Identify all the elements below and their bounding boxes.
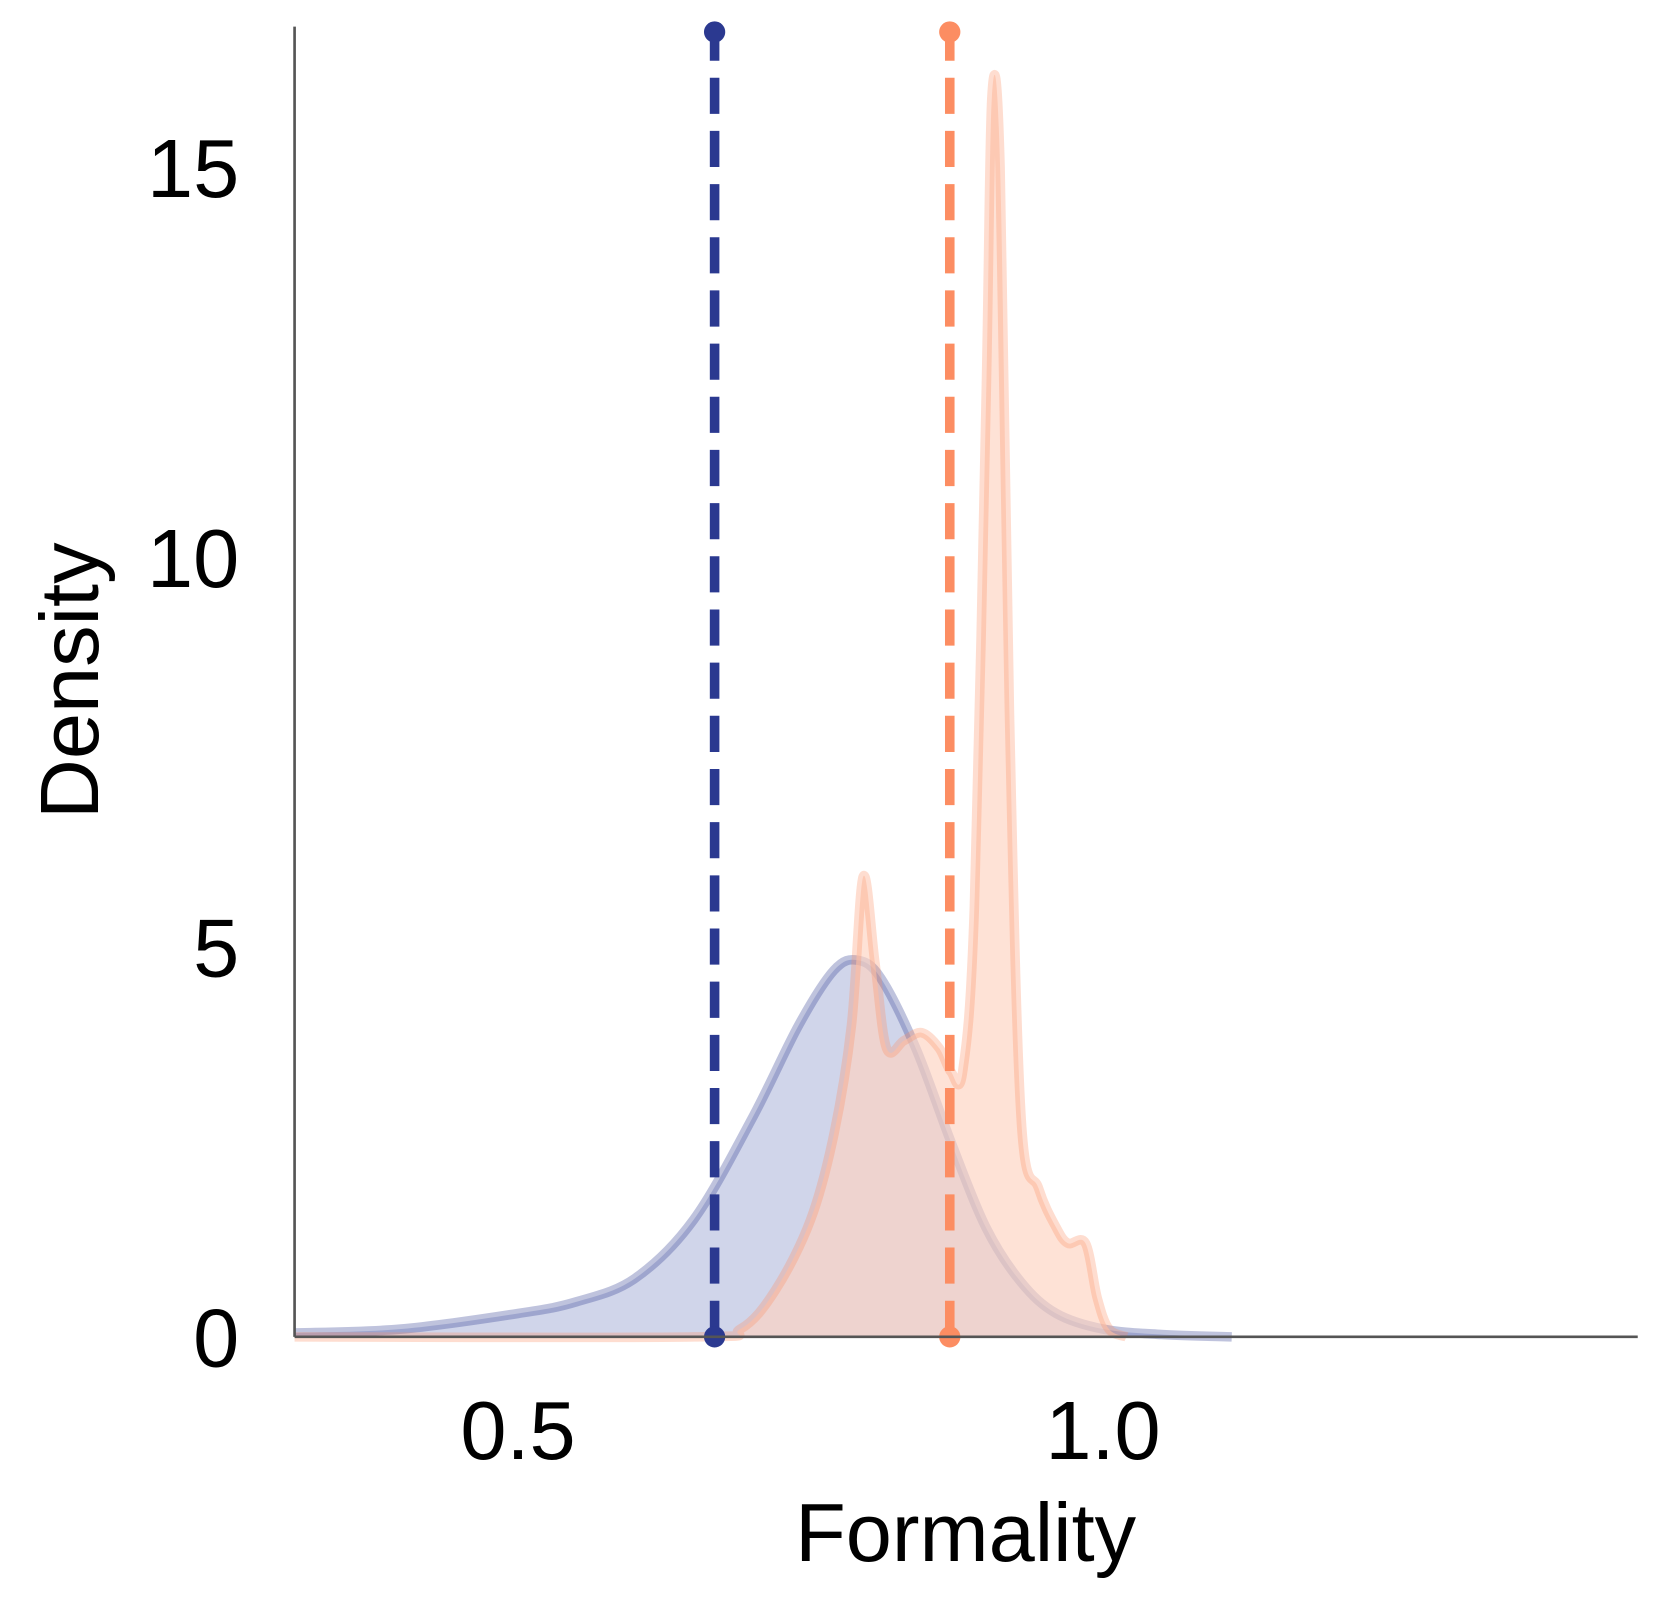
y-tick-label: 10 [147,512,239,605]
x-tick-label: 0.5 [460,1384,575,1477]
series-0-mean-top-marker [703,21,726,43]
plot-area [294,21,1232,1348]
y-tick-label: 5 [193,902,239,995]
tick-labels: 0.5 1.0 0 5 10 15 [147,122,1161,1477]
series-1-area [294,74,1127,1338]
series-1-mean-top-marker [939,21,961,43]
y-tick-label: 0 [193,1292,239,1385]
y-tick-label: 15 [147,122,239,215]
series-1-curve [294,70,1129,1343]
y-axis-label: Density [23,542,116,819]
x-tick-label: 1.0 [1045,1384,1160,1477]
series-0-area [294,959,1232,1337]
x-axis-label: Formality [795,1486,1137,1579]
